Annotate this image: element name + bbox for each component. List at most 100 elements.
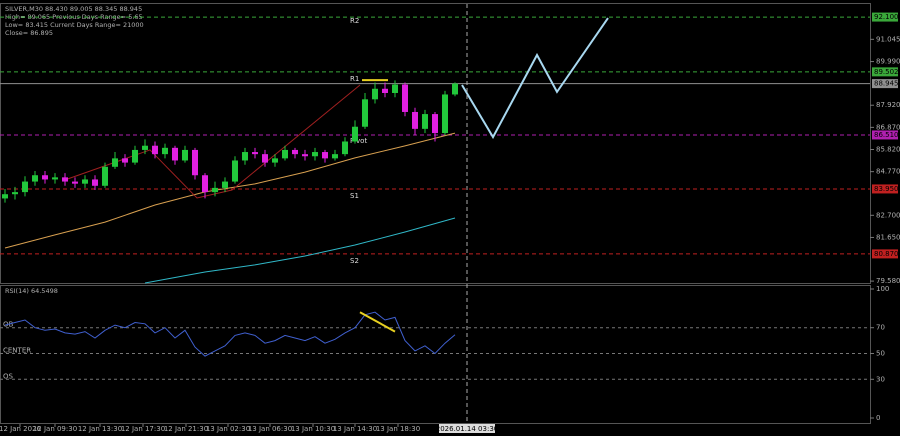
candle-body <box>212 187 218 193</box>
x-tick-label: 12 Jan 13:30 <box>78 425 122 433</box>
current-price-label: 88.945 <box>874 80 899 88</box>
price-panel <box>0 3 871 284</box>
level-tag-label: 86.510 <box>874 131 899 139</box>
y-tick-label: 81.650 <box>876 233 900 241</box>
x-tick-label: 12 Jan 21:30 <box>164 425 208 433</box>
current-time-tag <box>439 424 495 433</box>
rsi-level-name: OS <box>3 372 14 380</box>
candle-body <box>292 149 298 155</box>
candle-body <box>62 177 68 182</box>
candle-body <box>302 154 308 157</box>
candle-body <box>32 175 38 182</box>
candle-body <box>142 145 148 150</box>
level-tag <box>872 184 898 194</box>
candle-body <box>82 179 88 184</box>
rsi-y-tick-label: 0 <box>876 414 880 422</box>
candle-body <box>52 177 58 180</box>
x-tick-label: 13 Jan 10:30 <box>291 425 335 433</box>
level-tag <box>872 249 898 259</box>
candle-body <box>322 152 328 159</box>
candle-body <box>232 160 238 182</box>
x-tick-label: 12 Jan 2026 <box>0 425 42 433</box>
candle-body <box>252 152 258 155</box>
current-price-tag <box>872 79 898 89</box>
candle-body <box>132 149 138 163</box>
rsi-y-tick-label: 30 <box>876 375 885 383</box>
level-name: Pivot <box>350 137 367 145</box>
candle-body <box>242 152 248 161</box>
candle-body <box>412 111 418 129</box>
rsi-line <box>4 311 456 357</box>
overlay-line <box>4 132 456 249</box>
header-line: Close= 86.895 <box>5 29 53 37</box>
candle-body <box>22 181 28 193</box>
candle-body <box>2 194 8 199</box>
x-tick-label: 12 Jan 09:30 <box>33 425 77 433</box>
candle-body <box>92 179 98 186</box>
y-tick-label: 87.920 <box>876 101 900 109</box>
candle-body <box>162 147 168 155</box>
candle-body <box>282 149 288 159</box>
level-tag-label: 80.870 <box>874 250 899 258</box>
y-tick-label: 86.870 <box>876 123 900 131</box>
header-line: Low= 83.415 Current Days Range= 21000 <box>5 21 144 29</box>
candle-body <box>442 94 448 134</box>
candle-body <box>222 181 228 188</box>
candle-body <box>192 149 198 176</box>
candle-body <box>172 147 178 161</box>
level-name: R1 <box>350 75 359 83</box>
candle-body <box>202 175 208 193</box>
candle-body <box>342 141 348 155</box>
candle-body <box>392 84 398 93</box>
candle-body <box>432 114 438 134</box>
candle-body <box>72 181 78 184</box>
candle-body <box>12 192 18 195</box>
candle-body <box>422 114 428 129</box>
x-tick-label: 13 Jan 18:30 <box>376 425 420 433</box>
level-tag <box>872 12 898 22</box>
candle-body <box>382 88 388 93</box>
candle-body <box>262 154 268 163</box>
rsi-y-tick-label: 100 <box>876 285 889 293</box>
candle-body <box>182 149 188 161</box>
level-name: S2 <box>350 257 359 265</box>
candle-body <box>152 145 158 155</box>
y-tick-label: 79.580 <box>876 277 900 285</box>
header-line: SILVER,M30 88.430 89.005 88.345 88.945 <box>5 5 142 13</box>
y-tick-label: 89.990 <box>876 58 900 66</box>
rsi-panel <box>0 285 871 424</box>
candle-body <box>352 126 358 142</box>
level-tag-label: 92.100 <box>874 13 899 21</box>
candle-body <box>272 158 278 163</box>
current-time-label: 2026.01.14 03:30 <box>436 425 498 433</box>
level-tag-label: 83.950 <box>874 185 899 193</box>
candle-body <box>42 175 48 180</box>
overlay-line <box>144 217 456 284</box>
x-tick-label: 13 Jan 14:30 <box>333 425 377 433</box>
rsi-y-tick-label: 70 <box>876 324 885 332</box>
level-name: R2 <box>350 17 359 25</box>
x-tick-label: 13 Jan 06:30 <box>248 425 292 433</box>
y-tick-label: 91.045 <box>876 35 900 43</box>
y-tick-label: 82.700 <box>876 211 900 219</box>
rsi-title: RSI(14) 64.5498 <box>5 287 58 295</box>
y-tick-label: 85.820 <box>876 146 900 154</box>
level-tag <box>872 130 898 140</box>
candle-body <box>312 152 318 157</box>
overlay-line <box>461 17 609 140</box>
candle-body <box>122 158 128 163</box>
rsi-level-name: CENTER <box>3 347 31 355</box>
candle-body <box>372 88 378 100</box>
candle-body <box>332 154 338 159</box>
candle-body <box>362 99 368 127</box>
y-tick-label: 84.770 <box>876 168 900 176</box>
candle-body <box>402 84 408 112</box>
rsi-trend-line <box>359 311 396 333</box>
level-tag-label: 89.502 <box>874 68 899 76</box>
rsi-y-tick-label: 50 <box>876 350 885 358</box>
candle-body <box>102 166 108 186</box>
level-tag <box>872 67 898 77</box>
candle-body <box>452 83 458 95</box>
